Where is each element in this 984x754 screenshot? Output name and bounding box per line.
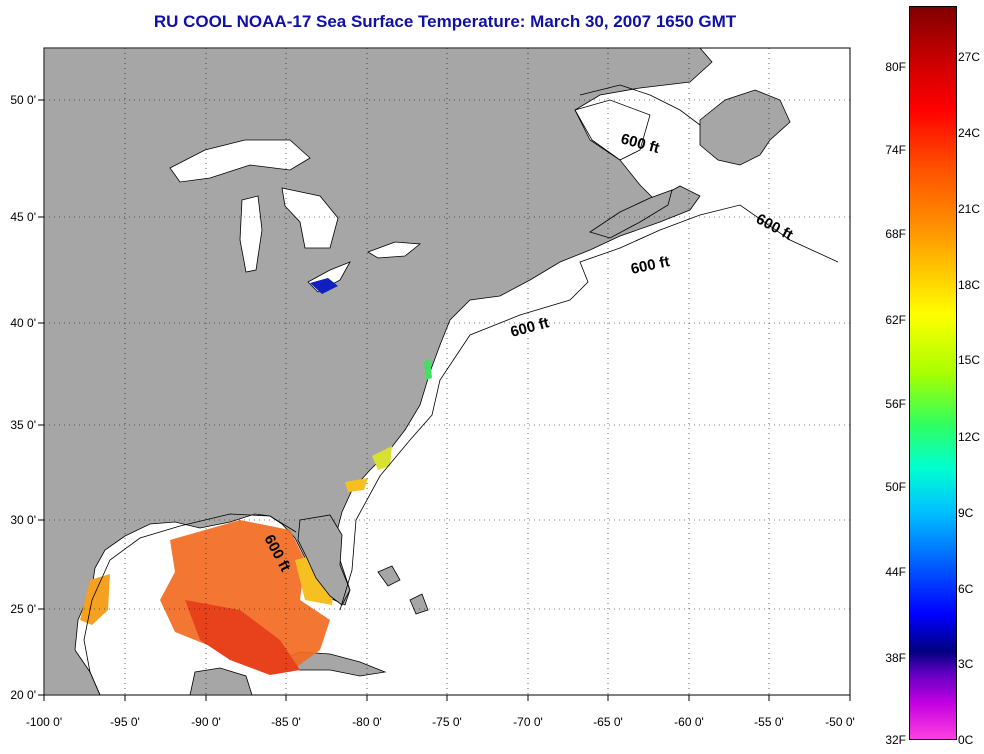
colorbar-c-label: 27C (958, 50, 981, 64)
colorbar-c-label: 18C (958, 278, 981, 292)
colorbar-f-label: 74F (885, 143, 906, 157)
lake-huron (281, 187, 339, 249)
contour-atlantic (339, 204, 839, 611)
lon-tick-label: -100 0' (26, 715, 62, 729)
florida-land (297, 514, 351, 606)
yucatan-land (189, 667, 253, 696)
colorbar-c-label: 9C (958, 506, 974, 520)
lon-tick-label: -75 0' (432, 715, 462, 729)
nova-scotia-land (589, 189, 673, 239)
lat-tick-label: 20 0' (10, 688, 36, 702)
colorbar-c-label: 6C (958, 582, 974, 596)
sst-patch-chesapeake (424, 358, 432, 380)
colorbar-f-label: 44F (885, 565, 906, 579)
lon-tick-label: -55 0' (754, 715, 784, 729)
lon-tick-label: -70 0' (513, 715, 543, 729)
lon-tick-label: -95 0' (110, 715, 140, 729)
lon-labels: -100 0' -95 0' -90 0' -85 0' -80 0' -75 … (26, 715, 855, 729)
lake-michigan (239, 195, 263, 273)
colorbar-f-label: 50F (885, 480, 906, 494)
sst-patch-lake-erie (310, 278, 338, 294)
colorbar-f-label: 32F (885, 733, 906, 747)
colorbar-f-label: 62F (885, 313, 906, 327)
lon-tick-label: -60 0' (674, 715, 704, 729)
sst-patch-carolina (372, 446, 392, 470)
lon-tick-label: -80 0' (352, 715, 382, 729)
colorbar-f-label: 80F (885, 60, 906, 74)
temperature-colorbar (909, 6, 957, 740)
lat-tick-label: 40 0' (10, 316, 36, 330)
bahamas-land (377, 565, 401, 587)
colorbar-c-label: 24C (958, 126, 981, 140)
lon-tick-label: -50 0' (825, 715, 855, 729)
lat-tick-label: 45 0' (10, 210, 36, 224)
lat-tick-label: 50 0' (10, 93, 36, 107)
colorbar-c-label: 0C (958, 733, 974, 747)
sst-patch-west-gulf (80, 574, 110, 625)
contour-st-lawrence (579, 84, 701, 126)
sst-patch-georgia (345, 478, 368, 492)
newfoundland-land (699, 89, 791, 166)
lake-ontario (367, 241, 422, 259)
lat-tick-label: 25 0' (10, 602, 36, 616)
colorbar-f-label: 56F (885, 397, 906, 411)
colorbar-c-label: 12C (958, 430, 981, 444)
sst-patches (80, 278, 432, 675)
lat-labels: 50 0' 45 0' 40 0' 35 0' 30 0' 25 0' 20 0… (10, 93, 36, 702)
colorbar-f-label: 38F (885, 651, 906, 665)
lon-tick-label: -85 0' (271, 715, 301, 729)
axis-ticks (38, 99, 851, 701)
sst-patch-gulf-south (185, 600, 300, 675)
lat-tick-label: 35 0' (10, 418, 36, 432)
lon-tick-label: -90 0' (191, 715, 221, 729)
lon-tick-label: -65 0' (593, 715, 623, 729)
colorbar-c-label: 15C (958, 353, 981, 367)
colorbar-c-label: 3C (958, 657, 974, 671)
colorbar-f-label: 68F (885, 227, 906, 241)
colorbar-c-label: 21C (958, 202, 981, 216)
map-title: RU COOL NOAA-17 Sea Surface Temperature:… (153, 12, 737, 31)
lake-superior (169, 139, 311, 183)
lat-tick-label: 30 0' (10, 513, 36, 527)
